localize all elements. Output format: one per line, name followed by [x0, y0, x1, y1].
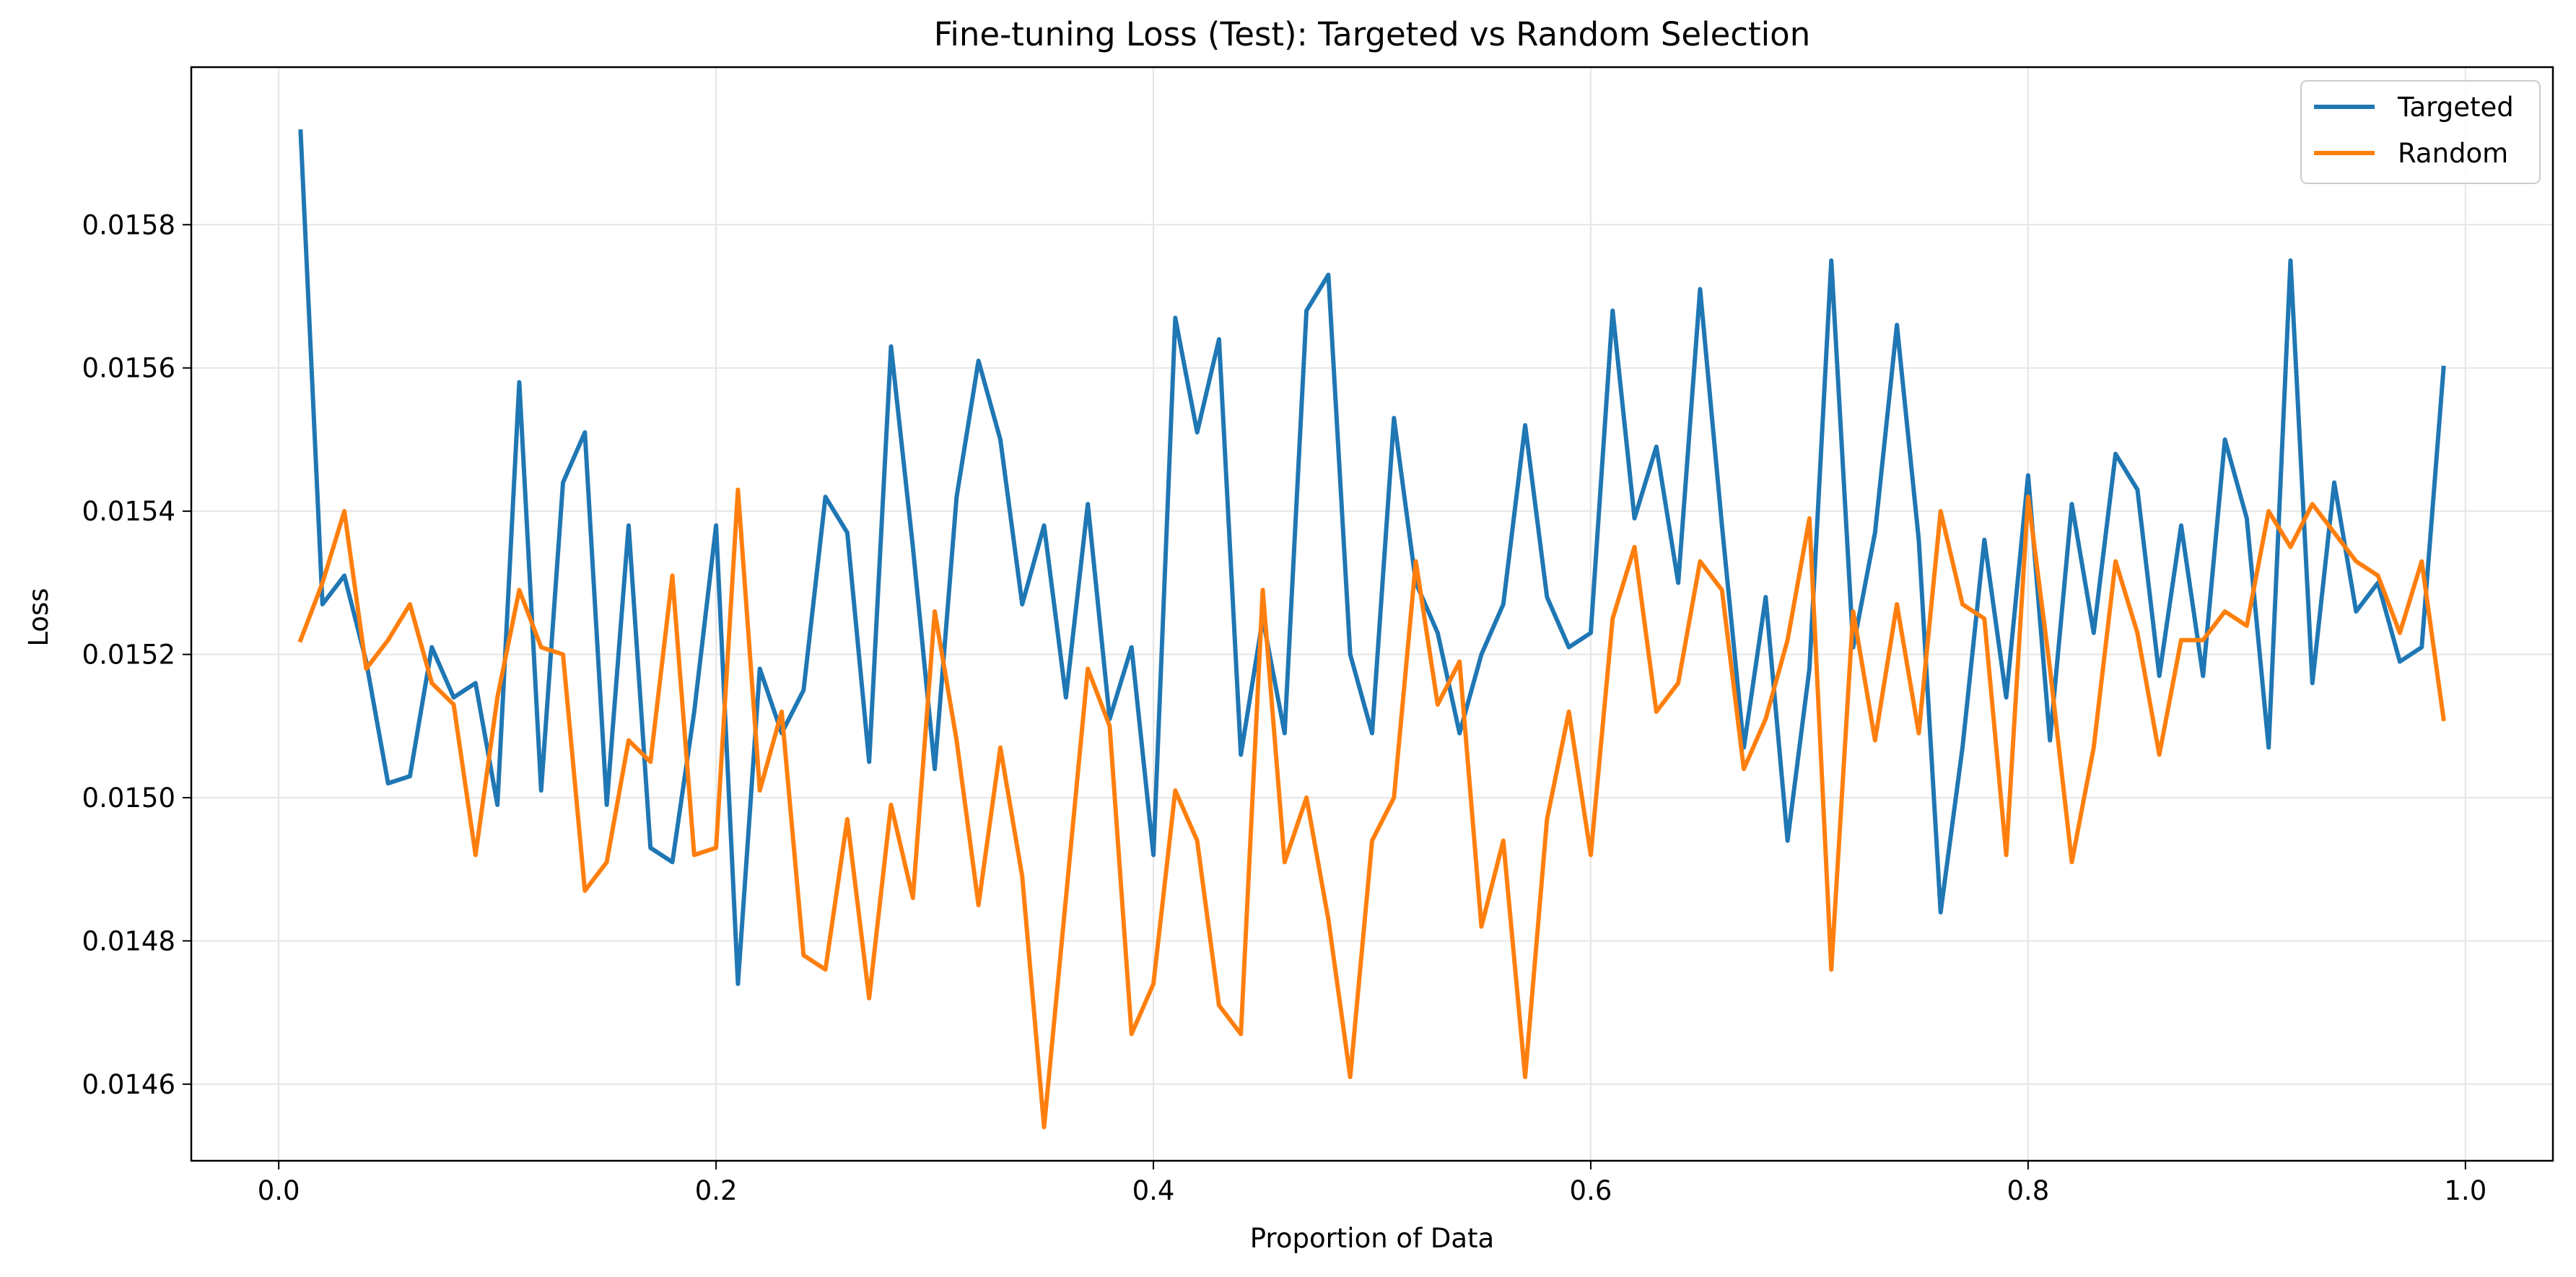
legend-label-random: Random: [2398, 138, 2508, 169]
series-line-random: [297, 487, 2446, 1130]
y-axis: 0.0146 0.0148 0.0150 0.0152 0.0154 0.0156 0.01…: [82, 209, 191, 1100]
series-lines: [297, 129, 2446, 1130]
y-tick-label: 0.0148: [82, 925, 175, 956]
plot-area-frame: [190, 66, 2554, 1162]
legend: Targeted Random: [2300, 80, 2541, 184]
y-tick-label: 0.0156: [82, 353, 175, 384]
y-tick-label: 0.0152: [82, 640, 175, 671]
y-tick-label: 0.0150: [82, 783, 175, 814]
x-tick-label: 0.0: [258, 1175, 300, 1206]
y-tick-label: 0.0146: [82, 1069, 175, 1100]
chart-title: Fine-tuning Loss (Test): Targeted vs Ran…: [934, 15, 1810, 53]
x-tick-label: 0.2: [695, 1175, 738, 1206]
x-tick-label: 1.0: [2444, 1175, 2487, 1206]
x-axis: 0.0 0.2 0.4 0.6 0.8 1.0: [258, 1161, 2487, 1206]
grid: [191, 67, 2553, 1161]
y-tick-label: 0.0154: [82, 496, 175, 527]
y-tick-label: 0.0158: [82, 209, 175, 240]
x-tick-label: 0.6: [1570, 1175, 1612, 1206]
y-axis-label: Loss: [23, 588, 54, 646]
x-tick-label: 0.8: [2007, 1175, 2049, 1206]
series-line-targeted: [298, 129, 2446, 986]
x-tick-label: 0.4: [1132, 1175, 1175, 1206]
x-axis-label: Proportion of Data: [1250, 1223, 1494, 1254]
legend-label-targeted: Targeted: [2397, 92, 2514, 123]
